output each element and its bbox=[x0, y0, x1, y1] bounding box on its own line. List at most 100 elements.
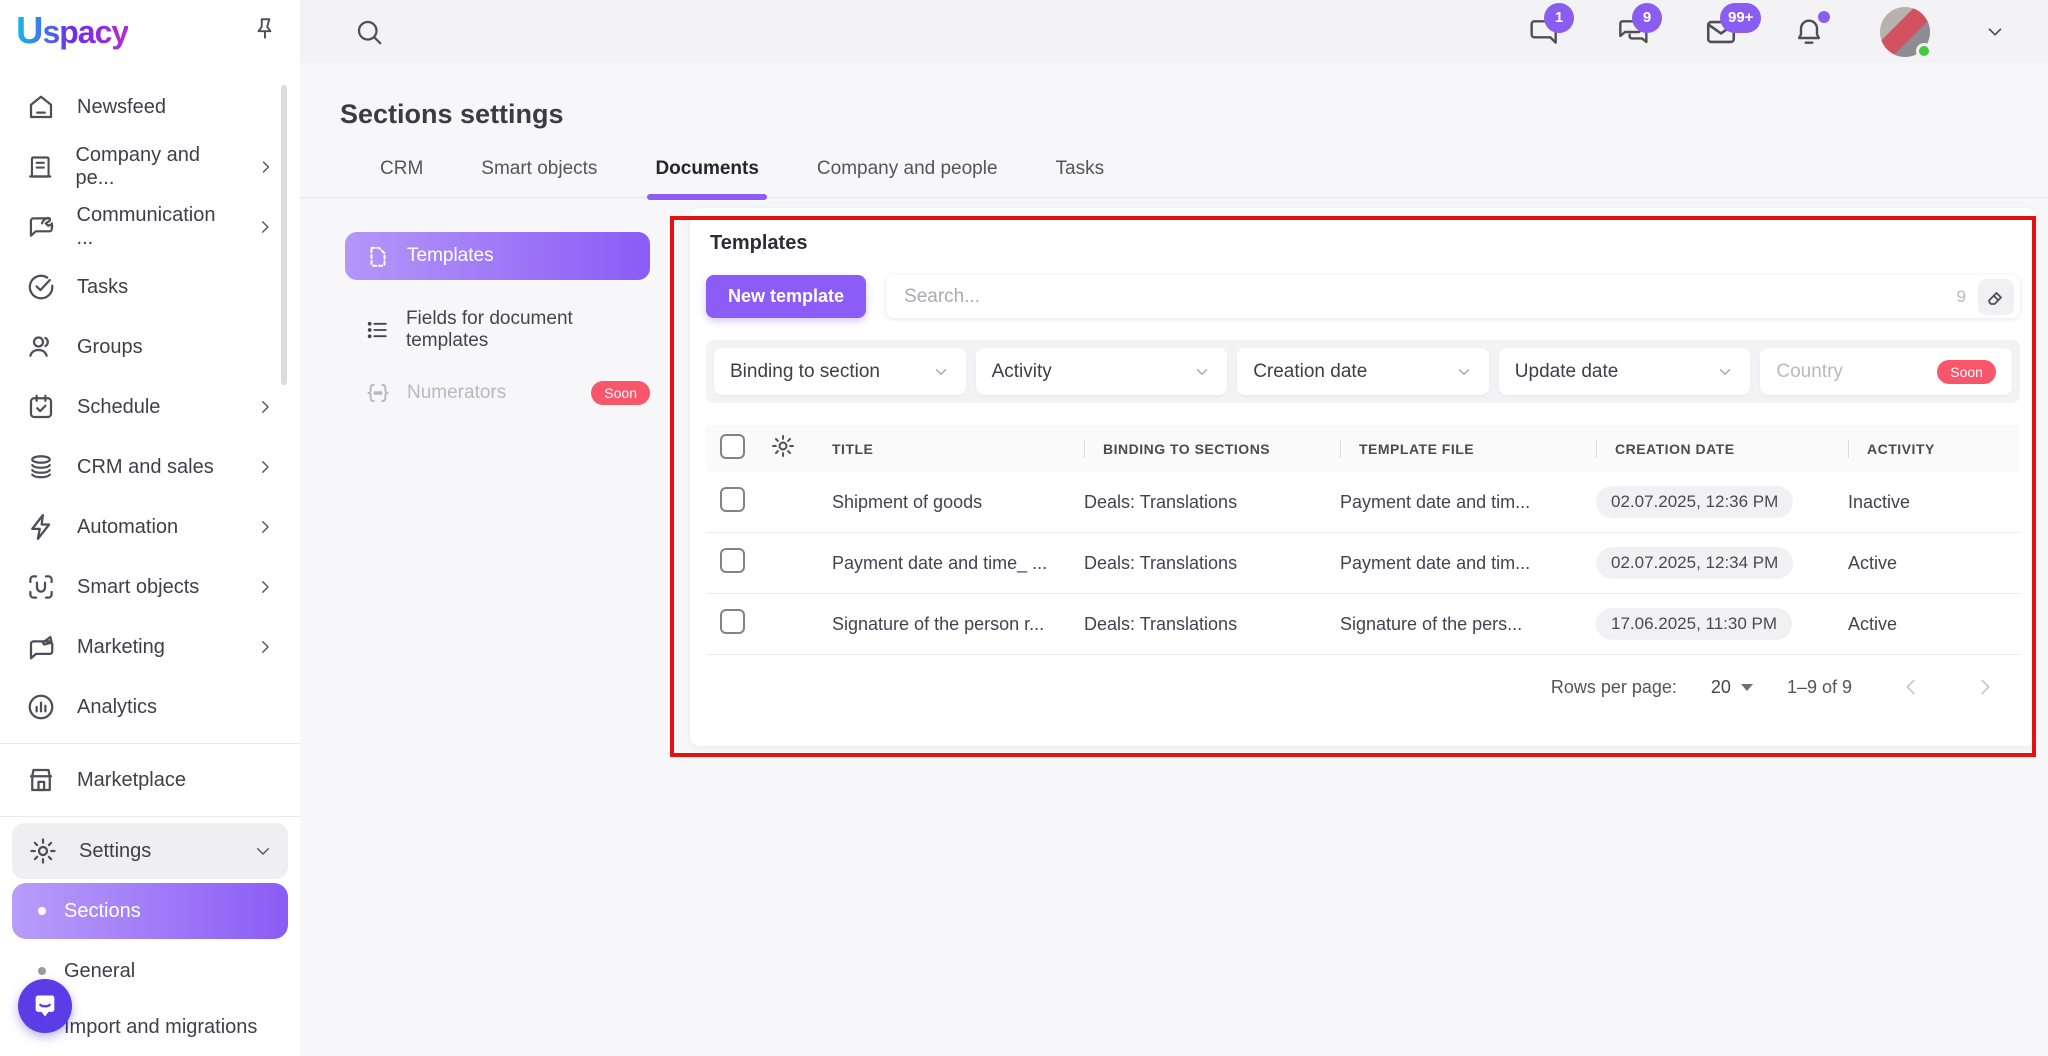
cell-binding: Deals: Translations bbox=[1084, 552, 1238, 573]
bullet-dot bbox=[38, 967, 46, 975]
chevron-right-icon bbox=[262, 161, 269, 173]
column-header-creation-date: CREATION DATE bbox=[1596, 439, 1848, 458]
cell-template-file: Payment date and tim... bbox=[1340, 552, 1531, 573]
sidebar-item-communication[interactable]: Communication ... bbox=[0, 197, 300, 257]
column-header-activity: ACTIVITY bbox=[1848, 439, 2020, 458]
chevron-right-icon bbox=[262, 221, 269, 233]
chevron-right-icon bbox=[262, 401, 269, 413]
mail-button[interactable]: 99+ bbox=[1704, 2, 1762, 49]
smart-object-icon bbox=[29, 575, 53, 599]
sidebar-item-groups[interactable]: Groups bbox=[0, 317, 300, 377]
notifications-button[interactable] bbox=[1792, 10, 1830, 49]
gear-icon bbox=[30, 838, 56, 864]
filter-activity[interactable]: Activity bbox=[975, 348, 1228, 395]
column-settings-gear-icon[interactable] bbox=[770, 433, 796, 459]
group-chats-button[interactable]: 9 bbox=[1616, 2, 1662, 49]
list-icon bbox=[367, 321, 387, 339]
bell-icon bbox=[1797, 18, 1821, 44]
header-separator bbox=[1596, 439, 1597, 458]
document-dashed-icon bbox=[370, 246, 386, 267]
row-checkbox[interactable] bbox=[720, 548, 745, 573]
sidebar-item-analytics[interactable]: Analytics bbox=[0, 677, 300, 737]
filter-update-date[interactable]: Update date bbox=[1498, 348, 1751, 395]
next-page-icon[interactable] bbox=[1974, 676, 1996, 698]
panel-title: Templates bbox=[710, 232, 808, 254]
rows-per-page-select[interactable]: 20 bbox=[1711, 677, 1753, 698]
database-icon bbox=[31, 455, 51, 479]
sidebar-nav: Newsfeed Company and pe... Communication… bbox=[0, 77, 300, 1055]
tab-tasks[interactable]: Tasks bbox=[1055, 158, 1105, 179]
tab-documents[interactable]: Documents bbox=[647, 158, 768, 200]
cell-activity: Active bbox=[1848, 613, 1898, 634]
creation-date-pill: 02.07.2025, 12:34 PM bbox=[1596, 547, 1794, 579]
sidebar-divider bbox=[0, 743, 300, 744]
chats-count-badge: 9 bbox=[1632, 2, 1662, 33]
table-row[interactable]: Shipment of goods Deals: Translations Pa… bbox=[706, 472, 2020, 533]
bullet-dot bbox=[38, 907, 46, 915]
filter-creation-date[interactable]: Creation date bbox=[1237, 348, 1489, 395]
sidebar-item-marketplace[interactable]: Marketplace bbox=[0, 750, 300, 810]
submenu-item-fields-for-document-templates[interactable]: Fields for document templates bbox=[345, 308, 650, 352]
chevron-down-icon bbox=[1720, 368, 1731, 375]
submenu-item-numerators[interactable]: Numerators Soon bbox=[345, 380, 650, 406]
rows-per-page-label: Rows per page: bbox=[1550, 676, 1677, 697]
calendar-check-icon bbox=[29, 394, 53, 419]
filter-country[interactable]: Country Soon bbox=[1760, 348, 2012, 395]
user-avatar[interactable] bbox=[1880, 6, 1932, 59]
previous-page-icon[interactable] bbox=[1900, 676, 1922, 698]
people-icon bbox=[29, 336, 49, 357]
chevron-down-icon bbox=[935, 368, 946, 375]
soon-badge: Soon bbox=[591, 381, 650, 405]
sidebar: Uspacy Newsfeed Company and pe... Commun… bbox=[0, 0, 300, 1056]
sidebar-item-schedule[interactable]: Schedule bbox=[0, 377, 300, 437]
sidebar-item-newsfeed[interactable]: Newsfeed bbox=[0, 77, 300, 137]
new-template-button[interactable]: New template bbox=[706, 275, 867, 318]
profile-menu-chevron-icon[interactable] bbox=[1984, 21, 2006, 43]
sidebar-divider bbox=[0, 816, 300, 817]
sidebar-subitem-sections[interactable]: Sections bbox=[12, 883, 288, 939]
row-checkbox[interactable] bbox=[720, 487, 745, 512]
pin-sidebar-button[interactable] bbox=[252, 16, 278, 47]
cell-activity: Active bbox=[1848, 552, 1898, 573]
cell-template-file: Signature of the pers... bbox=[1340, 613, 1523, 634]
braces-icon bbox=[367, 383, 389, 403]
search-input[interactable] bbox=[890, 285, 1957, 308]
sidebar-item-settings[interactable]: Settings bbox=[12, 823, 288, 879]
chat-fab-icon bbox=[35, 995, 55, 1017]
cell-title: Signature of the person r... bbox=[832, 613, 1045, 634]
cell-binding: Deals: Translations bbox=[1084, 613, 1238, 634]
global-search-button[interactable] bbox=[352, 15, 386, 49]
sidebar-item-smart-objects[interactable]: Smart objects bbox=[0, 557, 300, 617]
sidebar-item-company-and-people[interactable]: Company and pe... bbox=[0, 137, 300, 197]
cell-activity: Inactive bbox=[1848, 491, 1911, 512]
select-arrow-icon bbox=[1740, 683, 1753, 691]
sidebar-scrollbar[interactable] bbox=[281, 85, 287, 385]
table-row[interactable]: Signature of the person r... Deals: Tran… bbox=[706, 594, 2020, 655]
submenu-item-templates[interactable]: Templates bbox=[345, 232, 650, 280]
select-all-checkbox[interactable] bbox=[720, 433, 745, 459]
sidebar-item-marketing[interactable]: Marketing bbox=[0, 617, 300, 677]
filter-binding-to-section[interactable]: Binding to section bbox=[714, 348, 966, 395]
storefront-icon bbox=[29, 768, 53, 792]
search-result-count: 9 bbox=[1956, 286, 1966, 306]
uspacy-logo[interactable]: Uspacy bbox=[16, 10, 129, 52]
soon-badge: Soon bbox=[1937, 359, 1996, 384]
messages-count-badge: 1 bbox=[1544, 2, 1574, 33]
tab-crm[interactable]: CRM bbox=[380, 158, 424, 179]
direct-messages-button[interactable]: 1 bbox=[1528, 2, 1574, 49]
table-row[interactable]: Payment date and time_ ... Deals: Transl… bbox=[706, 533, 2020, 594]
lightning-icon bbox=[31, 514, 51, 540]
chevron-down-icon bbox=[1458, 368, 1469, 375]
sidebar-item-automation[interactable]: Automation bbox=[0, 497, 300, 557]
templates-panel: Templates New template 9 Binding to sect… bbox=[690, 208, 2036, 746]
top-bar: 1 9 99+ bbox=[300, 0, 2048, 63]
sidebar-item-tasks[interactable]: Tasks bbox=[0, 257, 300, 317]
support-chat-button[interactable] bbox=[18, 979, 72, 1033]
tab-company-and-people[interactable]: Company and people bbox=[816, 158, 998, 179]
sidebar-item-crm-and-sales[interactable]: CRM and sales bbox=[0, 437, 300, 497]
tab-smart-objects[interactable]: Smart objects bbox=[481, 158, 598, 179]
sidebar-subitem-general[interactable]: General bbox=[0, 943, 300, 999]
clear-search-button[interactable] bbox=[1978, 278, 2014, 315]
chevron-right-icon bbox=[262, 461, 269, 473]
row-checkbox[interactable] bbox=[720, 609, 745, 634]
